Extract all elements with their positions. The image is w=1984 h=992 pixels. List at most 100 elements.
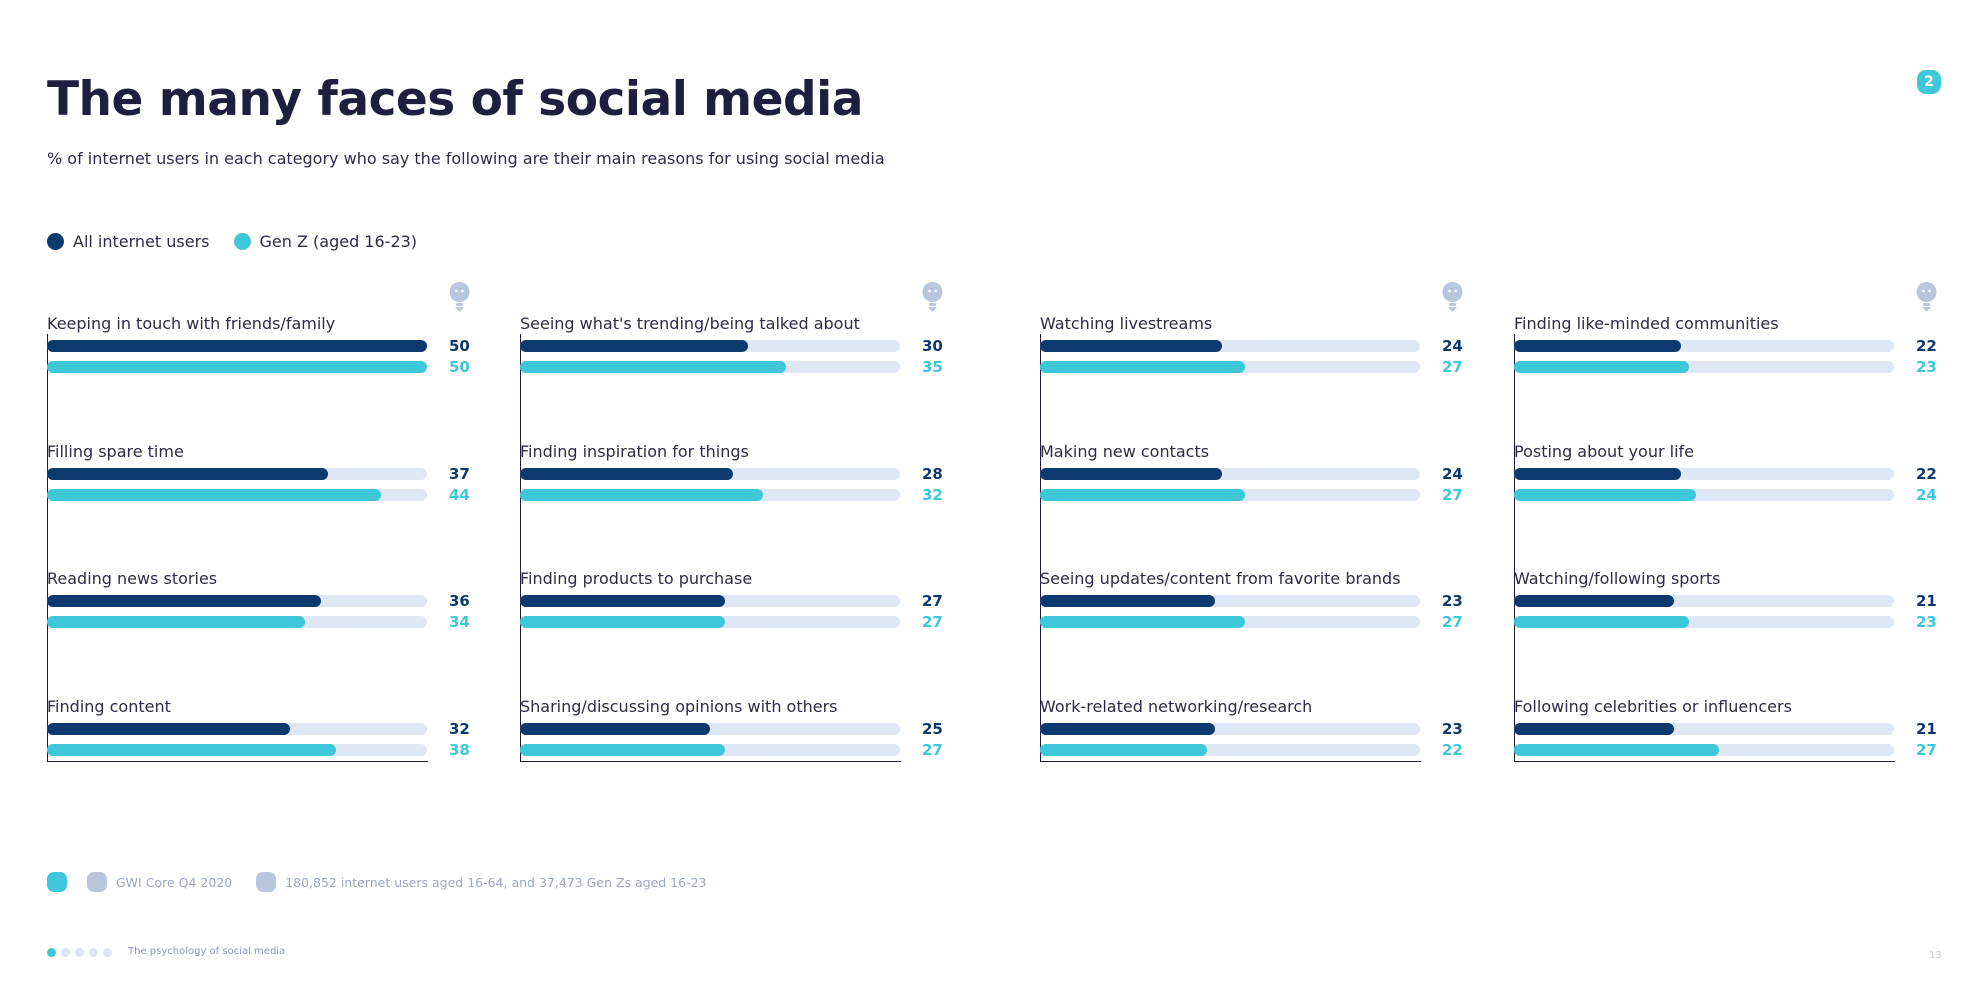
- deck-title: The psychology of social media: [128, 946, 286, 957]
- bar-gen-z: [47, 616, 305, 628]
- progress-dot[interactable]: [103, 948, 112, 957]
- people-icon: [256, 872, 277, 892]
- chart-row: Reading news stories 36 34: [47, 569, 527, 639]
- category-label: Filling spare time: [47, 442, 184, 461]
- value-label-all-users: 22: [1916, 465, 1937, 483]
- bar-gen-z: [1514, 744, 1719, 756]
- category-label: Finding content: [47, 697, 171, 716]
- bar-track-all-users: [1040, 340, 1420, 352]
- chart-row: Seeing what's trending/being talked abou…: [520, 314, 1000, 384]
- category-label: Posting about your life: [1514, 442, 1694, 461]
- bar-track-gen-z: [1040, 361, 1420, 373]
- value-label-all-users: 30: [922, 337, 943, 355]
- progress-dot[interactable]: [61, 948, 70, 957]
- progress-dot[interactable]: [47, 948, 56, 957]
- category-label: Making new contacts: [1040, 442, 1210, 461]
- value-label-all-users: 23: [1442, 592, 1463, 610]
- chart-row: Finding inspiration for things 28 32: [520, 442, 1000, 512]
- bar-track-all-users: [520, 340, 900, 352]
- y-axis-line: [1040, 334, 1041, 762]
- bar-gen-z: [1040, 616, 1245, 628]
- bar-all-users: [47, 468, 328, 480]
- progress-dot[interactable]: [89, 948, 98, 957]
- chart-legend: All internet users Gen Z (aged 16-23): [47, 232, 441, 251]
- value-label-all-users: 23: [1442, 720, 1463, 738]
- bar-track-all-users: [1514, 723, 1894, 735]
- chart-row: Keeping in touch with friends/family 50 50: [47, 314, 527, 384]
- bar-track-gen-z: [520, 744, 900, 756]
- bar-all-users: [1514, 595, 1674, 607]
- value-label-all-users: 21: [1916, 720, 1937, 738]
- y-axis-line: [520, 334, 521, 762]
- lightbulb-icon: [922, 282, 943, 312]
- bar-gen-z: [47, 361, 427, 373]
- bar-track-gen-z: [520, 489, 900, 501]
- bar-all-users: [1040, 468, 1222, 480]
- footer: GWI Core Q4 2020 180,852 internet users …: [47, 872, 731, 892]
- x-axis-line: [47, 761, 428, 762]
- bar-all-users: [520, 340, 748, 352]
- bar-gen-z: [520, 489, 763, 501]
- chart-panel-2: Seeing what's trending/being talked abou…: [520, 278, 1000, 763]
- y-axis-line: [47, 334, 48, 762]
- bar-track-all-users: [1040, 723, 1420, 735]
- value-label-gen-z: 35: [922, 358, 943, 376]
- bar-gen-z: [1040, 744, 1207, 756]
- chart-row: Posting about your life 22 24: [1514, 442, 1984, 512]
- value-label-gen-z: 27: [922, 613, 943, 631]
- page-title: The many faces of social media: [47, 72, 864, 127]
- bar-track-gen-z: [47, 744, 427, 756]
- bar-all-users: [1040, 340, 1222, 352]
- lightbulb-icon: [1916, 282, 1937, 312]
- bar-gen-z: [1040, 489, 1245, 501]
- legend-item-gen-z: Gen Z (aged 16-23): [233, 232, 417, 251]
- bar-gen-z: [1040, 361, 1245, 373]
- category-label: Finding like-minded communities: [1514, 314, 1779, 333]
- chart-panel-4: Finding like-minded communities 22 23 Posti…: [1514, 278, 1984, 763]
- x-axis-line: [1040, 761, 1421, 762]
- category-label: Finding inspiration for things: [520, 442, 749, 461]
- bar-all-users: [47, 595, 321, 607]
- bar-track-all-users: [1514, 468, 1894, 480]
- bar-track-all-users: [1040, 595, 1420, 607]
- category-label: Work-related networking/research: [1040, 697, 1313, 716]
- bar-track-gen-z: [520, 361, 900, 373]
- slide-progress-dots: [47, 948, 117, 957]
- x-axis-line: [520, 761, 901, 762]
- value-label-gen-z: 27: [922, 741, 943, 759]
- bar-track-all-users: [1514, 340, 1894, 352]
- progress-dot[interactable]: [75, 948, 84, 957]
- lightbulb-icon: [449, 282, 470, 312]
- database-icon: [87, 872, 107, 892]
- category-label: Reading news stories: [47, 569, 218, 588]
- bar-track-all-users: [520, 468, 900, 480]
- value-label-all-users: 24: [1442, 465, 1463, 483]
- chart-panel-3: Watching livestreams 24 27 Making new conta…: [1040, 278, 1520, 763]
- value-label-all-users: 24: [1442, 337, 1463, 355]
- legend-item-all-users: All internet users: [47, 232, 210, 251]
- category-label: Sharing/discussing opinions with others: [520, 697, 838, 716]
- value-label-all-users: 25: [922, 720, 943, 738]
- bar-all-users: [1514, 340, 1681, 352]
- bar-track-all-users: [1514, 595, 1894, 607]
- chart-row: Making new contacts 24 27: [1040, 442, 1520, 512]
- chart-row: Work-related networking/research 23 22: [1040, 697, 1520, 767]
- bar-track-gen-z: [1514, 489, 1894, 501]
- chart-row: Finding products to purchase 27 27: [520, 569, 1000, 639]
- chart-row: Watching/following sports 21 23: [1514, 569, 1984, 639]
- bar-track-gen-z: [1514, 361, 1894, 373]
- value-label-gen-z: 27: [1442, 486, 1463, 504]
- value-label-gen-z: 22: [1442, 741, 1463, 759]
- bar-all-users: [520, 595, 725, 607]
- legend-label-all-users: All internet users: [73, 232, 210, 251]
- chart-row: Finding content 32 38: [47, 697, 527, 767]
- bar-gen-z: [47, 489, 381, 501]
- category-label: Watching livestreams: [1040, 314, 1213, 333]
- bar-track-all-users: [47, 595, 427, 607]
- value-label-all-users: 50: [449, 337, 470, 355]
- bar-track-gen-z: [1040, 489, 1420, 501]
- chart-row: Sharing/discussing opinions with others 2…: [520, 697, 1000, 767]
- bar-all-users: [520, 468, 733, 480]
- bar-track-all-users: [47, 468, 427, 480]
- bar-track-gen-z: [1040, 616, 1420, 628]
